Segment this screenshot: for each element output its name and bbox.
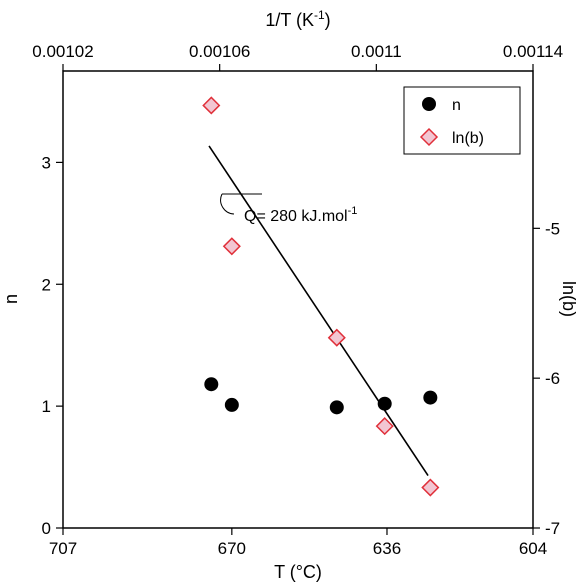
data-marks (202, 96, 440, 497)
x-top-axis-title-sup: -1 (314, 8, 325, 22)
x-bottom-axis-title: T (°C) (274, 562, 322, 582)
x-top-tick-label: 0.00114 (503, 42, 563, 61)
y-left-axis-title: n (1, 294, 21, 304)
annotation-q: Q= 280 kJ.mol-1 (244, 205, 357, 225)
point-lnb (222, 237, 241, 256)
x-bottom-tick-label: 670 (218, 539, 246, 558)
x-top-tick-label: 0.0011 (351, 42, 402, 61)
y-right-tick-label: -5 (545, 219, 560, 238)
point-lnb (375, 417, 394, 436)
point-n (423, 390, 438, 405)
x-bottom-tick-label: 636 (373, 539, 401, 558)
ticks (56, 64, 540, 535)
y-right-tick-label: -7 (545, 519, 560, 538)
point-lnb (327, 328, 346, 347)
legend-marker-n (422, 97, 436, 111)
legend-label-n: n (452, 97, 461, 114)
angle-arc (220, 193, 262, 215)
y-left-tick-label: 0 (42, 519, 51, 538)
legend: n ln(b) (403, 86, 521, 155)
legend-marker-lnb (419, 127, 439, 147)
y-right-tick-label: -6 (545, 369, 560, 388)
y-left-tick-label: 3 (42, 153, 51, 172)
point-n (377, 396, 392, 411)
y-left-tick-label: 2 (42, 275, 51, 294)
x-top-axis-title: 1/T (K-1) (265, 8, 330, 30)
point-n (204, 377, 219, 392)
x-bottom-tick-label: 604 (519, 539, 547, 558)
fit-line (208, 145, 429, 477)
point-n (224, 397, 239, 412)
legend-box (403, 86, 521, 155)
point-lnb (421, 478, 440, 497)
legend-label-lnb: ln(b) (452, 130, 484, 147)
y-right-axis-title: ln(b) (559, 281, 576, 317)
point-n (329, 400, 344, 415)
x-top-tick-label: 0.00102 (32, 42, 93, 61)
x-top-tick-label: 0.00106 (189, 42, 250, 61)
tick-labels: 707 670 636 604 0.00102 0.00106 0.0011 0.00114 0… (32, 42, 563, 558)
x-bottom-tick-label: 707 (49, 539, 77, 558)
y-left-tick-label: 1 (42, 397, 51, 416)
annotation-q-sup: -1 (348, 205, 358, 217)
point-lnb (202, 96, 221, 115)
plot-frame (62, 70, 534, 529)
